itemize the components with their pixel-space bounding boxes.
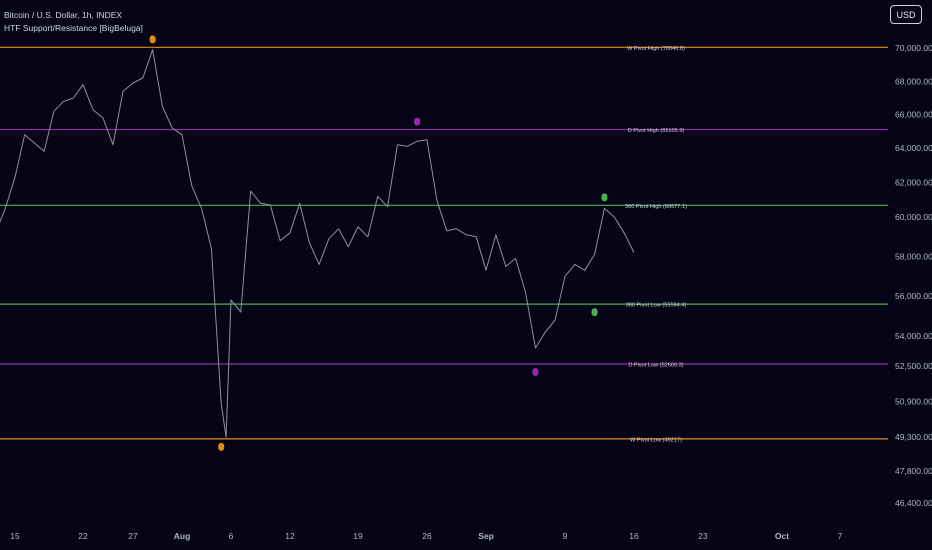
y-tick-label: 49,300.00	[895, 432, 932, 442]
pivot-marker	[532, 367, 539, 376]
y-tick-label: 46,400.00	[895, 498, 932, 508]
x-tick-label: Sep	[478, 531, 494, 541]
pivot-marker	[149, 35, 156, 44]
symbol-title: Bitcoin / U.S. Dollar, 1h, INDEX	[4, 10, 123, 20]
pivot-marker	[218, 442, 225, 451]
x-tick-label: Aug	[174, 531, 191, 541]
x-tick-label: 22	[78, 531, 88, 541]
pivot-level-label: 360 Pivot High (60677.1)	[625, 204, 687, 210]
y-axis: 70,000.00 68,000.00 66,000.00 64,000.00 62,0…	[895, 43, 932, 508]
x-tick-label: 7	[838, 531, 843, 541]
y-tick-label: 64,000.00	[895, 143, 932, 153]
price-line	[0, 49, 635, 438]
pivot-marker	[591, 308, 598, 317]
y-tick-label: 66,000.00	[895, 110, 932, 120]
x-tick-label: Oct	[775, 531, 789, 541]
x-tick-label: 15	[10, 531, 20, 541]
pivot-markers	[149, 35, 608, 451]
x-tick-label: 16	[629, 531, 639, 541]
y-tick-label: 52,500.00	[895, 361, 932, 371]
y-tick-label: 54,000.00	[895, 331, 932, 341]
x-axis: 15 22 27 Aug 6 12 19 26 Sep 9 16 23 Oct 7	[10, 531, 842, 541]
pivot-level-label: W Pivot High (70040.8)	[627, 46, 685, 52]
pivot-level-label: D Pivot Low (52600.3)	[628, 362, 683, 368]
x-tick-label: 23	[698, 531, 708, 541]
currency-button[interactable]: USD	[890, 5, 922, 24]
pivot-marker	[414, 117, 421, 126]
chart-header: Bitcoin / U.S. Dollar, 1h, INDEX HTF Sup…	[4, 9, 143, 35]
x-tick-label: 26	[422, 531, 432, 541]
x-tick-label: 9	[563, 531, 568, 541]
y-tick-label: 62,000.00	[895, 178, 932, 188]
x-tick-label: 19	[353, 531, 363, 541]
y-tick-label: 70,000.00	[895, 43, 932, 53]
x-tick-label: 6	[229, 531, 234, 541]
y-tick-label: 68,000.00	[895, 76, 932, 86]
y-tick-label: 56,000.00	[895, 291, 932, 301]
indicator-title: HTF Support/Resistance [BigBeluga]	[4, 23, 143, 33]
pivot-level-label: 360 Pivot Low (55594.4)	[626, 303, 687, 309]
x-tick-label: 12	[285, 531, 295, 541]
x-tick-label: 27	[128, 531, 138, 541]
pivot-level-label: D Pivot High (65105.9)	[628, 128, 685, 134]
y-tick-label: 50,900.00	[895, 397, 932, 407]
price-series	[0, 49, 635, 438]
pivot-marker	[601, 193, 608, 202]
y-tick-label: 60,000.00	[895, 212, 932, 222]
pivot-levels: W Pivot High (70040.8) D Pivot High (6510…	[0, 46, 888, 443]
y-tick-label: 47,800.00	[895, 466, 932, 476]
pivot-level-label: W Pivot Low (49217)	[630, 437, 682, 443]
y-tick-label: 58,000.00	[895, 252, 932, 262]
